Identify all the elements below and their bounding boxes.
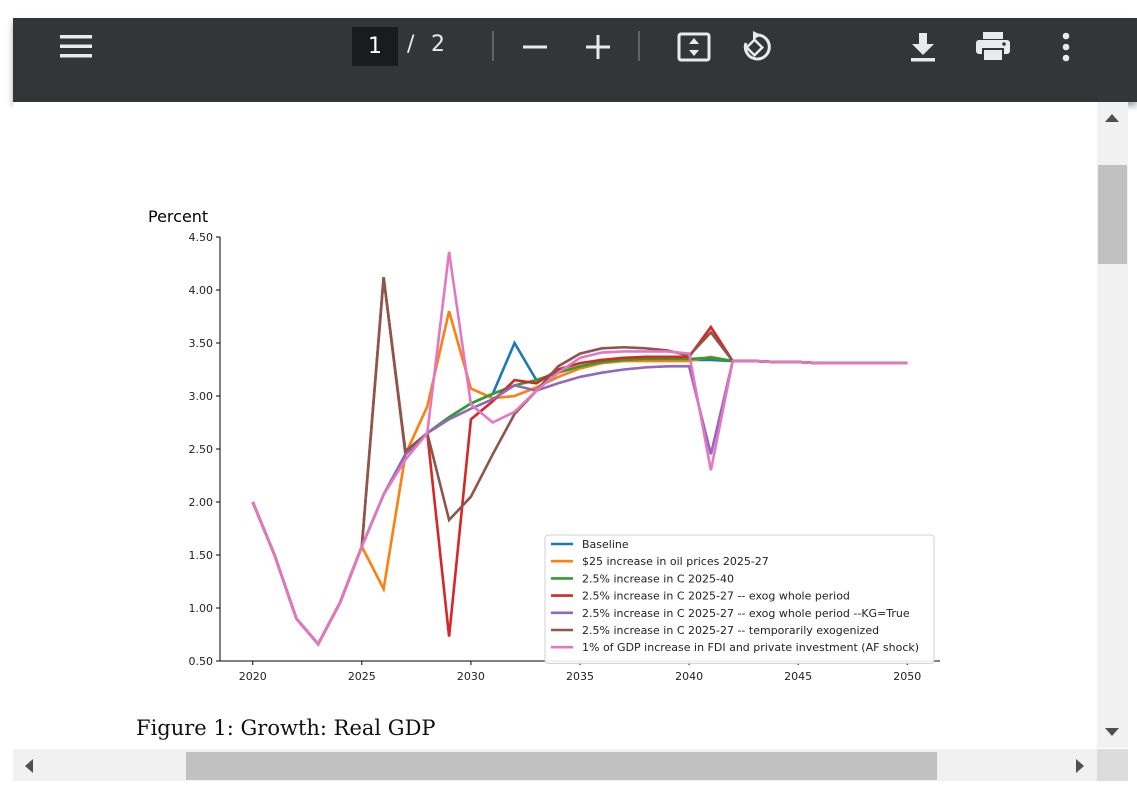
legend-label: 2.5% increase in C 2025-27 -- temporaril… [582, 624, 879, 637]
y-tick-label: 3.00 [189, 390, 214, 403]
fit-page-icon[interactable] [675, 30, 713, 64]
legend-box [544, 534, 935, 664]
chart: Percent 0.50 1.00 1.50 2.00 2.50 3.00 3.50 4.00… [148, 207, 940, 683]
scroll-up-arrow-icon[interactable] [1105, 114, 1119, 122]
y-axis-label: Percent [148, 207, 208, 226]
y-tick-label: 0.50 [189, 655, 214, 668]
legend-label: 2.5% increase in C 2025-27 -- exog whole… [582, 607, 910, 620]
menu-icon[interactable] [57, 30, 95, 62]
y-tick-label: 2.50 [189, 443, 214, 456]
legend-label: Baseline [582, 538, 629, 551]
scrollbar-corner [1097, 749, 1128, 781]
y-tick-label: 3.50 [189, 337, 214, 350]
y-tick-label: 2.00 [189, 496, 214, 509]
x-tick-label: 2025 [348, 670, 376, 683]
series-line-6 [251, 251, 908, 647]
legend-label: 2.5% increase in C 2025-40 [582, 572, 734, 585]
y-tick-label: 4.00 [189, 284, 214, 297]
y-tick-label: 1.00 [189, 602, 214, 615]
y-tick-label: 1.50 [189, 549, 214, 562]
y-tick-label: 4.50 [189, 231, 214, 244]
minus-icon[interactable] [518, 32, 552, 62]
legend-label: 2.5% increase in C 2025-27 -- exog whole… [582, 590, 850, 603]
figure-caption: Figure 1: Growth: Real GDP [136, 716, 436, 740]
horizontal-scroll-thumb[interactable] [186, 752, 937, 780]
toolbar-divider [492, 31, 494, 61]
x-tick-label: 2045 [784, 670, 812, 683]
toolbar-divider [638, 31, 640, 61]
legend-label: 1% of GDP increase in FDI and private in… [582, 641, 919, 654]
chart-axes: 0.50 1.00 1.50 2.00 2.50 3.00 3.50 4.00 4.50 2020… [189, 231, 940, 683]
chart-legend: Baseline $25 increase in oil prices 2025-… [544, 534, 935, 664]
download-icon[interactable] [906, 30, 940, 64]
more-vert-icon[interactable] [1051, 30, 1081, 64]
rotate-icon[interactable] [737, 28, 777, 66]
page-number-input[interactable]: 1 [352, 27, 398, 66]
chart-lines [251, 251, 908, 647]
scroll-down-arrow-icon[interactable] [1105, 728, 1119, 736]
page-separator: / [407, 32, 415, 57]
print-icon[interactable] [973, 30, 1013, 64]
x-tick-label: 2030 [457, 670, 485, 683]
x-tick-label: 2035 [566, 670, 594, 683]
pdf-toolbar: 1 / 2 [13, 18, 1137, 102]
x-tick-label: 2050 [893, 670, 921, 683]
scroll-right-arrow-icon[interactable] [1076, 759, 1084, 773]
x-tick-label: 2020 [239, 670, 267, 683]
vertical-scroll-thumb[interactable] [1098, 165, 1127, 264]
scroll-left-arrow-icon[interactable] [25, 759, 33, 773]
x-tick-label: 2040 [675, 670, 703, 683]
plus-icon[interactable] [581, 32, 615, 62]
page-total: 2 [431, 32, 445, 57]
legend-label: $25 increase in oil prices 2025-27 [582, 555, 769, 568]
